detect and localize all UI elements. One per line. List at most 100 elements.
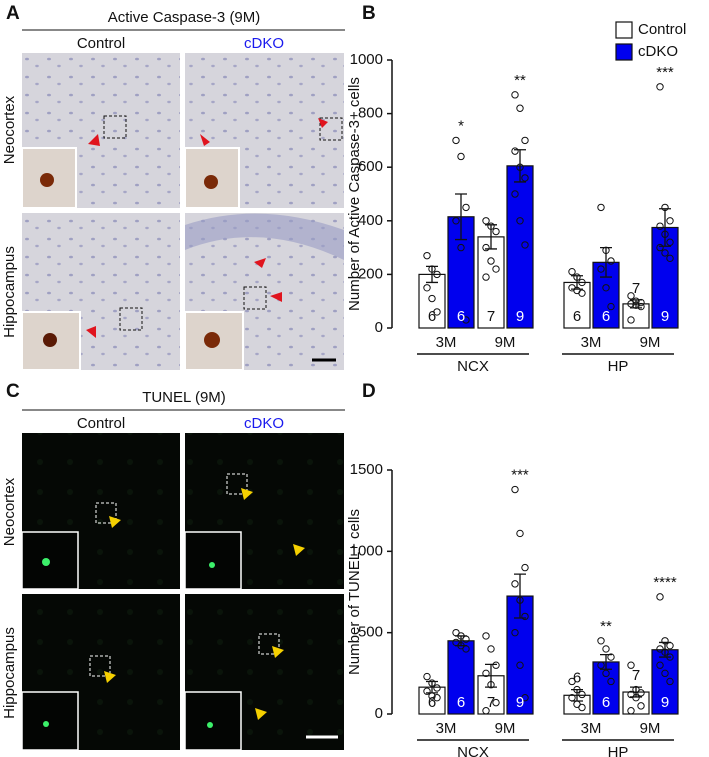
- x-tick-label: 3M: [436, 720, 457, 737]
- data-point: [632, 301, 640, 309]
- inset: [21, 691, 79, 751]
- arrowhead: [255, 708, 267, 720]
- stained-cell: [204, 332, 220, 348]
- data-point: [462, 316, 470, 324]
- group-label: NCX: [457, 358, 489, 375]
- data-point: [428, 294, 436, 303]
- data-point: [627, 690, 635, 699]
- x-tick-label: 3M: [436, 334, 457, 351]
- n-label: 7: [632, 667, 640, 684]
- labeled-cell: [207, 722, 213, 728]
- zoom-box: [319, 117, 343, 141]
- data-point: [632, 694, 640, 702]
- data-point: [423, 672, 431, 681]
- data-point: [482, 217, 490, 225]
- data-point: [511, 190, 519, 198]
- n-label: 6: [428, 308, 436, 325]
- arrowhead: [109, 516, 121, 528]
- zoom-box: [258, 633, 280, 655]
- data-point: [597, 265, 605, 273]
- micrograph-set: [21, 53, 344, 371]
- data-point: [492, 661, 500, 669]
- error-bar: [659, 208, 671, 247]
- data-point: [637, 702, 645, 710]
- data-point: [462, 635, 470, 643]
- n-label: 6: [602, 694, 610, 711]
- n-label: 9: [516, 694, 524, 711]
- data-point: [457, 641, 465, 650]
- data-point: [627, 661, 635, 669]
- error-bar: [485, 224, 497, 250]
- data-point: [521, 241, 529, 249]
- y-axis-label: Number of Active Caspase-3+ cells: [346, 77, 363, 311]
- legend-label: cDKO: [638, 43, 678, 60]
- x-tick-label: 9M: [640, 334, 661, 351]
- inset: [21, 531, 79, 590]
- data-point: [666, 238, 674, 246]
- n-label: 6: [573, 308, 581, 325]
- data-point: [578, 703, 586, 712]
- data-point: [428, 265, 436, 273]
- data-point: [656, 593, 664, 601]
- data-point: [521, 174, 529, 182]
- data-point: [423, 251, 431, 260]
- data-point: [511, 147, 519, 155]
- inset: [184, 531, 242, 590]
- data-point: [457, 632, 465, 640]
- arrowhead: [272, 646, 284, 658]
- row-label: Hippocampus: [1, 246, 18, 338]
- error-bar: [600, 653, 612, 670]
- stained-cell: [204, 175, 218, 189]
- panel-title: Active Caspase-3 (9M): [108, 9, 261, 26]
- labeled-cell: [209, 562, 215, 568]
- group-label: NCX: [457, 744, 489, 757]
- n-label: 9: [516, 308, 524, 325]
- zoom-box: [243, 286, 267, 310]
- data-point: [666, 217, 674, 225]
- panel-letter: C: [6, 381, 20, 402]
- zoom-box: [119, 307, 143, 331]
- data-point: [482, 273, 490, 281]
- data-point: [602, 246, 610, 254]
- significance: ***: [656, 64, 674, 81]
- significance: **: [600, 618, 612, 635]
- data-point: [597, 661, 605, 669]
- n-label: 9: [661, 308, 669, 325]
- y-tick-label: 1500: [350, 461, 383, 478]
- n-label: 6: [573, 670, 581, 687]
- column-label: cDKO: [244, 35, 284, 52]
- data-point: [462, 645, 470, 653]
- n-label: 6: [428, 694, 436, 711]
- x-tick-label: 9M: [495, 334, 516, 351]
- data-point: [568, 677, 576, 686]
- data-point: [457, 152, 465, 161]
- panel-letter: D: [362, 381, 376, 402]
- data-point: [607, 257, 615, 265]
- n-label: 7: [487, 308, 495, 325]
- row-label: Hippocampus: [1, 627, 18, 719]
- n-label: 7: [632, 280, 640, 297]
- bar: [447, 640, 475, 715]
- y-axis-label: Number of TUNEL+ cells: [346, 509, 363, 675]
- data-point: [428, 692, 436, 700]
- arrowhead: [254, 258, 266, 268]
- stained-cell: [43, 333, 57, 347]
- data-point: [452, 628, 460, 637]
- error-bar: [514, 573, 526, 619]
- data-point: [516, 529, 524, 538]
- data-point: [452, 638, 460, 647]
- arrowhead: [318, 118, 328, 128]
- y-tick-label: 1000: [350, 51, 383, 68]
- data-point: [637, 689, 645, 697]
- arrowhead: [293, 544, 305, 556]
- data-point: [516, 661, 524, 669]
- data-point: [492, 698, 500, 707]
- data-point: [482, 669, 490, 678]
- data-point: [457, 243, 465, 252]
- arrowhead: [241, 488, 253, 500]
- y-tick-label: 800: [358, 105, 383, 122]
- y-tick-label: 500: [358, 624, 383, 641]
- panel-letter: B: [362, 3, 376, 24]
